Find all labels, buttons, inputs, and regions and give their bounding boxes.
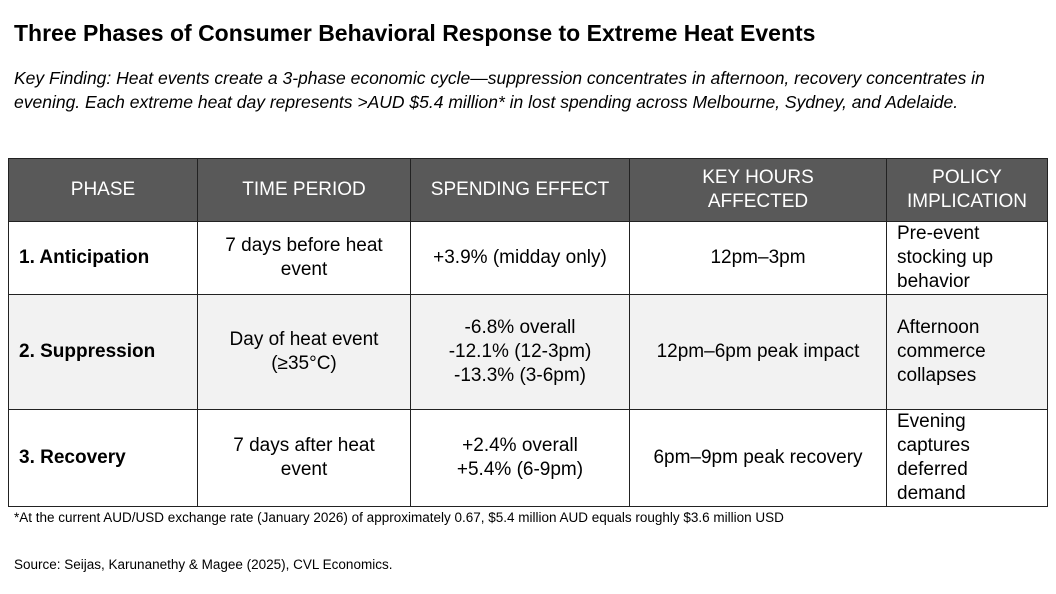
header-policy-implication: POLICY IMPLICATION	[886, 158, 1048, 222]
phase-cell: 3. Recovery	[8, 409, 198, 507]
header-phase: PHASE	[8, 158, 198, 222]
phase-cell: 2. Suppression	[8, 294, 198, 410]
effect-cell: +2.4% overall +5.4% (6-9pm)	[410, 409, 630, 507]
header-spending-effect: SPENDING EFFECT	[410, 158, 630, 222]
effect-line: -6.8% overall	[464, 317, 576, 338]
hours-cell: 12pm–3pm	[629, 221, 887, 295]
phase-cell: 1. Anticipation	[8, 221, 198, 295]
effect-line: +2.4% overall	[462, 435, 578, 456]
source-note: Source: Seijas, Karunanethy & Magee (202…	[14, 557, 393, 572]
table-row: 2. Suppression Day of heat event (≥35°C)…	[8, 294, 1048, 410]
policy-cell: Afternoon commerce collapses	[886, 294, 1048, 410]
table-row: 1. Anticipation 7 days before heat event…	[8, 221, 1048, 295]
effect-line: +5.4% (6-9pm)	[456, 459, 584, 480]
effect-line: -13.3% (3-6pm)	[454, 365, 586, 386]
hours-cell: 12pm–6pm peak impact	[629, 294, 887, 410]
time-cell: Day of heat event (≥35°C)	[197, 294, 411, 410]
effect-cell: +3.9% (midday only)	[410, 221, 630, 295]
hours-cell: 6pm–9pm peak recovery	[629, 409, 887, 507]
header-time-period: TIME PERIOD	[197, 158, 411, 222]
time-cell: 7 days before heat event	[197, 221, 411, 295]
header-key-hours: KEY HOURS AFFECTED	[629, 158, 887, 222]
effect-line: -12.1% (12-3pm)	[448, 341, 592, 362]
footnote: *At the current AUD/USD exchange rate (J…	[14, 510, 784, 525]
key-finding: Key Finding: Heat events create a 3-phas…	[14, 68, 985, 112]
table-row: 3. Recovery 7 days after heat event +2.4…	[8, 409, 1048, 507]
page-title: Three Phases of Consumer Behavioral Resp…	[14, 20, 816, 46]
table-header-row: PHASE TIME PERIOD SPENDING EFFECT KEY HO…	[8, 158, 1048, 222]
phases-table: PHASE TIME PERIOD SPENDING EFFECT KEY HO…	[8, 158, 1048, 507]
time-cell: 7 days after heat event	[197, 409, 411, 507]
policy-cell: Evening captures deferred demand	[886, 409, 1048, 507]
effect-cell: -6.8% overall -12.1% (12-3pm) -13.3% (3-…	[410, 294, 630, 410]
policy-cell: Pre-event stocking up behavior	[886, 221, 1048, 295]
effect-line: +3.9% (midday only)	[433, 247, 607, 268]
